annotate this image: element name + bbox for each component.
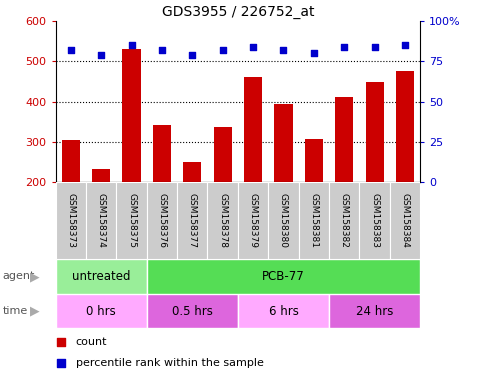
Point [188, 52, 196, 58]
Text: ▶: ▶ [30, 270, 40, 283]
Bar [147, 259, 420, 294]
Text: agent: agent [2, 271, 35, 281]
Text: PCB-77: PCB-77 [262, 270, 305, 283]
Text: GSM158379: GSM158379 [249, 193, 257, 248]
Text: GSM158383: GSM158383 [370, 193, 379, 248]
Bar [268, 182, 298, 259]
Point [341, 44, 348, 50]
Text: 6 hrs: 6 hrs [269, 305, 298, 318]
Point [57, 339, 65, 345]
Bar [329, 182, 359, 259]
Text: percentile rank within the sample: percentile rank within the sample [76, 358, 264, 368]
Point [67, 47, 74, 53]
Point [310, 50, 318, 56]
Bar [122, 50, 141, 182]
Text: time: time [2, 306, 28, 316]
Bar [335, 97, 354, 182]
Point [97, 52, 105, 58]
Point [401, 42, 409, 48]
Text: GSM158376: GSM158376 [157, 193, 167, 248]
Bar [274, 104, 293, 182]
Text: GSM158375: GSM158375 [127, 193, 136, 248]
Bar [183, 162, 201, 182]
Bar [56, 182, 86, 259]
Bar [390, 182, 420, 259]
Text: count: count [76, 337, 107, 347]
Point [249, 44, 257, 50]
Point [158, 47, 166, 53]
Bar [396, 71, 414, 182]
Bar [238, 182, 268, 259]
Bar [147, 294, 238, 328]
Bar [147, 182, 177, 259]
Bar [153, 125, 171, 182]
Bar [56, 294, 147, 328]
Point [57, 360, 65, 366]
Bar [329, 294, 420, 328]
Bar [359, 182, 390, 259]
Text: GSM158382: GSM158382 [340, 194, 349, 248]
Bar [238, 294, 329, 328]
Text: GSM158378: GSM158378 [218, 193, 227, 248]
Bar [305, 139, 323, 182]
Bar [366, 82, 384, 182]
Bar [86, 182, 116, 259]
Text: GSM158380: GSM158380 [279, 193, 288, 248]
Point [280, 47, 287, 53]
Bar [213, 127, 232, 182]
Text: GSM158374: GSM158374 [97, 194, 106, 248]
Text: 24 hrs: 24 hrs [356, 305, 393, 318]
Text: GSM158381: GSM158381 [309, 193, 318, 248]
Title: GDS3955 / 226752_at: GDS3955 / 226752_at [162, 5, 314, 19]
Bar [208, 182, 238, 259]
Bar [62, 140, 80, 182]
Point [219, 47, 227, 53]
Text: GSM158384: GSM158384 [400, 194, 410, 248]
Text: GSM158373: GSM158373 [66, 193, 75, 248]
Bar [177, 182, 208, 259]
Text: ▶: ▶ [30, 305, 40, 318]
Bar [92, 169, 110, 182]
Bar [298, 182, 329, 259]
Bar [56, 259, 147, 294]
Text: 0 hrs: 0 hrs [86, 305, 116, 318]
Bar [244, 77, 262, 182]
Text: GSM158377: GSM158377 [188, 193, 197, 248]
Point [128, 42, 135, 48]
Text: 0.5 hrs: 0.5 hrs [172, 305, 213, 318]
Bar [116, 182, 147, 259]
Point [371, 44, 379, 50]
Text: untreated: untreated [72, 270, 130, 283]
